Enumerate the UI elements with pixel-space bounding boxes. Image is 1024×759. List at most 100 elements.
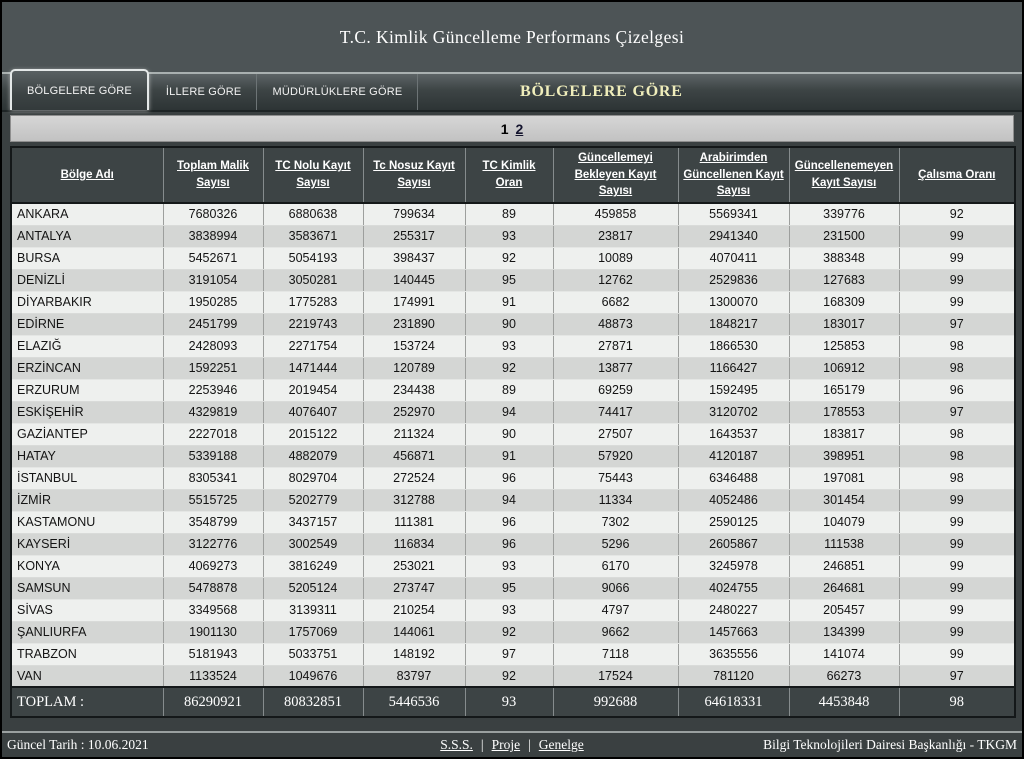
value-cell: 1757069 bbox=[262, 621, 363, 644]
value-cell: 1166427 bbox=[677, 357, 789, 380]
value-cell: 234438 bbox=[362, 379, 465, 402]
value-cell: 104079 bbox=[788, 511, 899, 534]
value-cell: 272524 bbox=[362, 467, 465, 490]
content-area: 1 2 Bölge Adı Toplam Malik Sayısı TC Nolu … bbox=[2, 112, 1022, 731]
value-cell: 75443 bbox=[552, 467, 678, 490]
table-row: ŞANLIURFA 1901130 1757069 144061 92 9662 14576… bbox=[11, 621, 1015, 644]
value-cell: 8029704 bbox=[262, 467, 363, 490]
value-cell: 99 bbox=[898, 621, 1015, 644]
value-cell: 99 bbox=[898, 599, 1015, 622]
tab-label: İLLERE GÖRE bbox=[165, 86, 242, 98]
value-cell: 3349568 bbox=[162, 599, 263, 622]
footer-link-genelge[interactable]: Genelge bbox=[538, 737, 584, 752]
tab-label: BÖLGELERE GÖRE bbox=[27, 84, 132, 97]
value-cell: 3838994 bbox=[162, 225, 263, 248]
value-cell: 246851 bbox=[788, 555, 899, 578]
tab-illere-gore[interactable]: İLLERE GÖRE bbox=[151, 74, 258, 110]
value-cell: 174991 bbox=[362, 291, 465, 314]
value-cell: 7302 bbox=[552, 511, 678, 534]
region-cell: KONYA bbox=[11, 555, 163, 578]
value-cell: 48873 bbox=[552, 313, 678, 336]
value-cell: 91 bbox=[464, 445, 553, 468]
value-cell: 1592251 bbox=[162, 357, 263, 380]
value-cell: 23817 bbox=[552, 225, 678, 248]
column-header-0[interactable]: Bölge Adı bbox=[11, 147, 163, 205]
column-header-7[interactable]: Güncellenemeyen Kayıt Sayısı bbox=[788, 147, 899, 205]
value-cell: 1133524 bbox=[162, 665, 263, 688]
value-cell: 398437 bbox=[362, 247, 465, 270]
tab-bolgelere-gore[interactable]: BÖLGELERE GÖRE bbox=[10, 69, 149, 110]
value-cell: 459858 bbox=[552, 203, 678, 226]
tab-mudurluklere-gore[interactable]: MÜDÜRLÜKLERE GÖRE bbox=[257, 74, 419, 110]
value-cell: 27871 bbox=[552, 335, 678, 358]
value-cell: 98 bbox=[898, 335, 1015, 358]
region-cell: EDİRNE bbox=[11, 313, 163, 336]
region-cell: HATAY bbox=[11, 445, 163, 468]
value-cell: 90 bbox=[464, 423, 553, 446]
pagination-page-2-link[interactable]: 2 bbox=[515, 120, 524, 137]
value-cell: 6170 bbox=[552, 555, 678, 578]
footer-separator: | bbox=[480, 737, 484, 752]
value-cell: 6346488 bbox=[677, 467, 789, 490]
region-cell: ANTALYA bbox=[11, 225, 163, 248]
table-row: SİVAS 3349568 3139311 210254 93 4797 2480227 20… bbox=[11, 599, 1015, 622]
total-value-cell: 64618331 bbox=[677, 686, 789, 718]
region-cell: TRABZON bbox=[11, 643, 163, 666]
value-cell: 264681 bbox=[788, 577, 899, 600]
region-cell: DENİZLİ bbox=[11, 269, 163, 292]
value-cell: 3139311 bbox=[262, 599, 363, 622]
value-cell: 4076407 bbox=[262, 401, 363, 424]
value-cell: 99 bbox=[898, 511, 1015, 534]
value-cell: 210254 bbox=[362, 599, 465, 622]
value-cell: 398951 bbox=[788, 445, 899, 468]
column-header-5[interactable]: Güncellemeyi Bekleyen Kayıt Sayısı bbox=[552, 147, 678, 205]
value-cell: 3050281 bbox=[262, 269, 363, 292]
footer-separator: | bbox=[528, 737, 531, 752]
value-cell: 252970 bbox=[362, 401, 465, 424]
value-cell: 183017 bbox=[788, 313, 899, 336]
value-cell: 1866530 bbox=[677, 335, 789, 358]
value-cell: 9066 bbox=[552, 577, 678, 600]
total-value-cell: 992688 bbox=[552, 686, 678, 718]
value-cell: 231500 bbox=[788, 225, 899, 248]
value-cell: 2227018 bbox=[162, 423, 263, 446]
value-cell: 3120702 bbox=[677, 401, 789, 424]
value-cell: 141074 bbox=[788, 643, 899, 666]
performance-table: Bölge Adı Toplam Malik Sayısı TC Nolu Kayı… bbox=[10, 146, 1016, 719]
value-cell: 1848217 bbox=[677, 313, 789, 336]
table-row: DİYARBAKIR 1950285 1775283 174991 91 6682 1300… bbox=[11, 291, 1015, 314]
column-header-1[interactable]: Toplam Malik Sayısı bbox=[162, 147, 263, 205]
footer-link-proje[interactable]: Proje bbox=[491, 737, 521, 752]
column-header-8[interactable]: Çalısma Oranı bbox=[898, 147, 1015, 205]
total-value-cell: 5446536 bbox=[362, 686, 465, 718]
value-cell: 92 bbox=[464, 357, 553, 380]
value-cell: 144061 bbox=[362, 621, 465, 644]
value-cell: 4069273 bbox=[162, 555, 263, 578]
value-cell: 799634 bbox=[362, 203, 465, 226]
value-cell: 5296 bbox=[552, 533, 678, 556]
value-cell: 4120187 bbox=[677, 445, 789, 468]
column-header-4[interactable]: TC Kimlik Oran bbox=[464, 147, 553, 205]
value-cell: 5181943 bbox=[162, 643, 263, 666]
region-cell: ŞANLIURFA bbox=[11, 621, 163, 644]
value-cell: 127683 bbox=[788, 269, 899, 292]
column-header-3[interactable]: Tc Nosuz Kayıt Sayısı bbox=[362, 147, 465, 205]
value-cell: 98 bbox=[898, 445, 1015, 468]
value-cell: 197081 bbox=[788, 467, 899, 490]
value-cell: 2605867 bbox=[677, 533, 789, 556]
table-row: GAZİANTEP 2227018 2015122 211324 90 27507 1643… bbox=[11, 423, 1015, 446]
column-header-2[interactable]: TC Nolu Kayıt Sayısı bbox=[262, 147, 363, 205]
value-cell: 3002549 bbox=[262, 533, 363, 556]
value-cell: 2941340 bbox=[677, 225, 789, 248]
column-header-6[interactable]: Arabirimden Güncellenen Kayıt Sayısı bbox=[677, 147, 789, 205]
table-row: ESKİŞEHİR 4329819 4076407 252970 94 74417 3120… bbox=[11, 401, 1015, 424]
value-cell: 99 bbox=[898, 225, 1015, 248]
value-cell: 3816249 bbox=[262, 555, 363, 578]
value-cell: 93 bbox=[464, 335, 553, 358]
value-cell: 781120 bbox=[677, 665, 789, 688]
footer-link-sss[interactable]: S.S.S. bbox=[440, 737, 473, 752]
value-cell: 99 bbox=[898, 489, 1015, 512]
value-cell: 111538 bbox=[788, 533, 899, 556]
value-cell: 92 bbox=[464, 247, 553, 270]
table-row: TRABZON 5181943 5033751 148192 97 7118 3635556… bbox=[11, 643, 1015, 666]
